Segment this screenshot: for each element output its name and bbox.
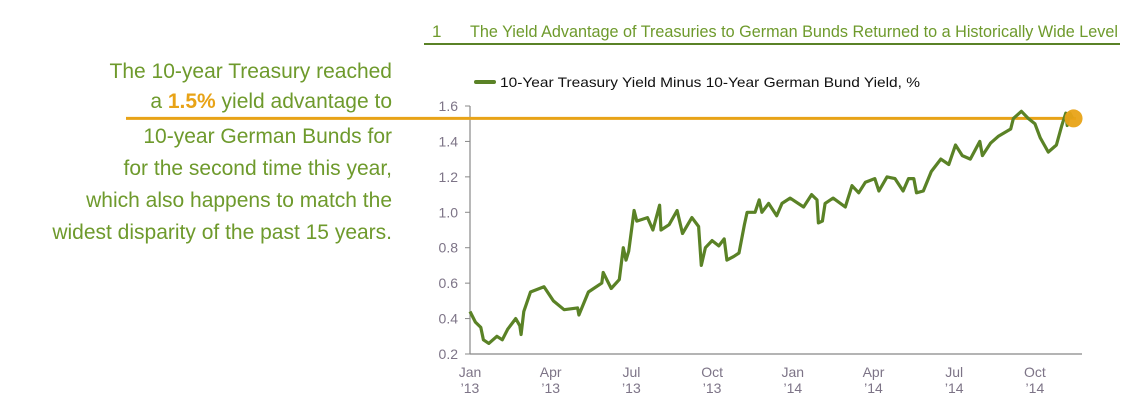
y-tick-label: 1.4	[439, 133, 459, 149]
callout-line-6: widest disparity of the past 15 years.	[52, 221, 392, 244]
y-tick-label: 1.2	[439, 169, 459, 185]
y-tick-label: 0.6	[439, 275, 459, 291]
y-tick-label: 0.4	[439, 311, 459, 327]
x-tick-label-month: Jan	[782, 364, 805, 380]
y-tick-label: 1.0	[439, 204, 459, 220]
latest-value-marker	[1064, 109, 1083, 128]
y-tick-label: 1.6	[439, 98, 459, 114]
x-tick-label-year: ’13	[541, 380, 560, 396]
callout-line-3: 10-year German Bunds for	[143, 125, 392, 148]
x-tick-label-year: ’13	[703, 380, 722, 396]
x-tick-label-year: ’13	[461, 380, 480, 396]
chart-title: The Yield Advantage of Treasuries to Ger…	[470, 22, 1118, 41]
callout-line-2: a 1.5% yield advantage to	[150, 90, 392, 114]
callout-line-4: for the second time this year,	[123, 157, 392, 180]
x-tick-label-year: ’13	[622, 380, 641, 396]
y-tick-label: 0.8	[439, 240, 459, 256]
x-tick-label-year: ’14	[783, 380, 802, 396]
y-tick-label: 0.2	[439, 346, 459, 362]
callout-line-1: The 10-year Treasury reached	[109, 60, 392, 83]
x-tick-label-month: Jul	[622, 364, 640, 380]
callout-line-2-pre: a	[150, 90, 168, 113]
x-tick-label-year: ’14	[864, 380, 883, 396]
figure-number: 1	[432, 22, 441, 41]
x-tick-label-month: Oct	[1024, 364, 1046, 380]
x-tick-label-month: Oct	[701, 364, 723, 380]
x-tick-label-month: Apr	[540, 364, 562, 380]
x-tick-label-year: ’14	[945, 380, 964, 396]
x-tick-label-month: Jul	[945, 364, 963, 380]
callout-line-5: which also happens to match the	[86, 189, 392, 212]
x-tick-label-month: Jan	[459, 364, 482, 380]
legend-label: 10-Year Treasury Yield Minus 10-Year Ger…	[500, 74, 920, 90]
x-tick-label-year: ’14	[1026, 380, 1045, 396]
callout-highlight-value: 1.5%	[167, 90, 216, 113]
x-tick-label-month: Apr	[863, 364, 885, 380]
callout-line-2-post: yield advantage to	[215, 90, 392, 113]
series-line	[468, 109, 1075, 345]
